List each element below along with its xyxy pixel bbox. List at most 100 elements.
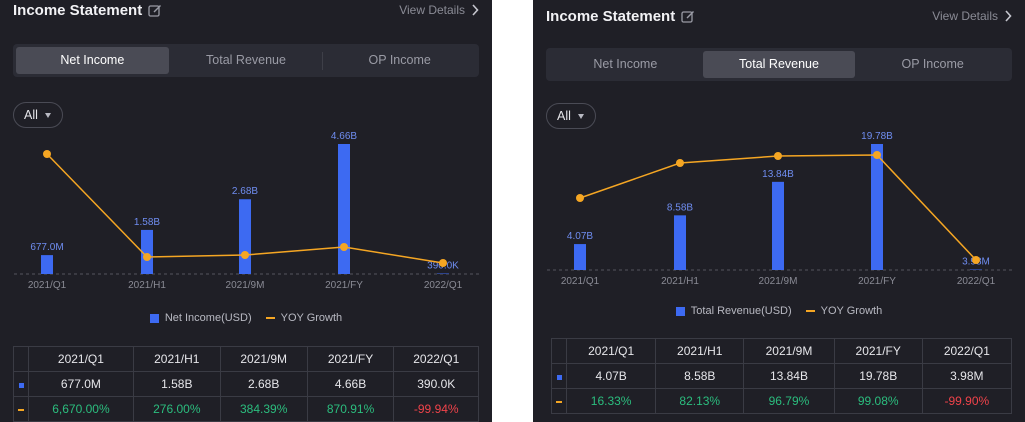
period-filter-dropdown[interactable]: All (13, 102, 63, 128)
x-tick-label: 2021/Q1 (561, 276, 600, 287)
x-tick-label: 2022/Q1 (424, 280, 463, 291)
chart-legend: Total Revenue(USD) YOY Growth (533, 303, 1025, 319)
view-details-link[interactable]: View Details (399, 3, 479, 17)
period-filter-value: All (557, 109, 571, 123)
bar-2022/Q1 (437, 273, 449, 274)
table-header-cell: 2021/H1 (655, 338, 745, 364)
table-header-cell: 2021/9M (743, 338, 835, 364)
table-cell: 96.79% (743, 388, 835, 414)
bar-2022/Q1 (970, 269, 982, 270)
caret-down-icon (577, 113, 584, 119)
bar-marker-icon (13, 371, 29, 397)
x-tick-label: 2021/H1 (661, 276, 699, 287)
legend-bar-swatch (675, 306, 685, 316)
bar-2021/Q1 (574, 244, 586, 270)
table-cell: 82.13% (655, 388, 745, 414)
panel-header: Income Statement View Details (546, 6, 1012, 30)
table-cell: 19.78B (833, 363, 923, 389)
edit-icon[interactable] (681, 10, 695, 24)
table-cell: 99.08% (833, 388, 923, 414)
yoy-point-2021/Q1 (576, 194, 584, 202)
x-tick-label: 2021/H1 (128, 280, 166, 291)
period-filter-dropdown[interactable]: All (546, 103, 596, 129)
table-cell: 13.84B (743, 363, 835, 389)
bar-data-label: 4.07B (567, 231, 593, 242)
table-corner (551, 338, 567, 364)
legend-item-bar[interactable]: Net Income(USD) (149, 312, 252, 324)
table-row-growth: 6,670.00% 276.00% 384.39% 870.91% -99.94… (13, 396, 479, 422)
table-cell: 677.0M (28, 371, 134, 397)
x-tick-label: 2021/FY (858, 276, 896, 287)
legend-item-bar[interactable]: Total Revenue(USD) (675, 305, 792, 317)
legend-item-line[interactable]: YOY Growth (265, 312, 342, 324)
yoy-point-2021/H1 (676, 159, 684, 167)
panel-title: Income Statement (13, 2, 143, 19)
edit-icon[interactable] (148, 4, 162, 18)
table-header-cell: 2022/Q1 (921, 338, 1013, 364)
table-header-cell: 2022/Q1 (393, 346, 479, 372)
chevron-right-icon (472, 4, 479, 16)
bar-2021/Q1 (41, 255, 53, 274)
legend-line-swatch (265, 317, 275, 319)
table-cell: 3.98M (921, 363, 1013, 389)
tab-op-income[interactable]: OP Income (368, 53, 431, 67)
bar-2021/9M (239, 199, 251, 274)
financial-data-table: 2021/Q1 2021/H1 2021/9M 2021/FY 2022/Q1 … (13, 346, 479, 422)
bar-data-label: 2.68B (232, 186, 258, 197)
bar-data-label: 13.84B (762, 169, 794, 180)
table-cell: 6,670.00% (28, 396, 134, 422)
bar-2021/9M (772, 181, 784, 270)
yoy-point-2022/Q1 (972, 256, 980, 264)
income-statement-panel-total-revenue: Income Statement View Details Net Income… (533, 0, 1025, 422)
view-details-label: View Details (932, 9, 998, 23)
view-details-label: View Details (399, 3, 465, 17)
tab-total-revenue[interactable]: Total Revenue (702, 51, 856, 78)
legend-item-line[interactable]: YOY Growth (805, 305, 882, 317)
tab-net-income[interactable]: Net Income (16, 47, 169, 74)
legend-bar-label: Total Revenue(USD) (690, 305, 792, 317)
tab-total-revenue[interactable]: Total Revenue (206, 53, 286, 67)
chart-legend: Net Income(USD) YOY Growth (0, 310, 492, 326)
table-cell: 16.33% (565, 388, 657, 414)
table-header-cell: 2021/FY (833, 338, 923, 364)
chart-svg: 4.07B8.58B13.84B19.78B3.98M2021/Q12021/H… (547, 131, 1013, 287)
yoy-point-2021/Q1 (43, 150, 51, 158)
bar-2021/FY (871, 144, 883, 270)
legend-bar-label: Net Income(USD) (164, 312, 252, 324)
period-filter-value: All (24, 108, 38, 122)
bar-data-label: 677.0M (30, 242, 63, 253)
x-tick-label: 2022/Q1 (957, 276, 996, 287)
yoy-point-2021/9M (241, 251, 249, 259)
table-cell: 384.39% (219, 396, 308, 422)
table-header-cell: 2021/H1 (132, 346, 221, 372)
financial-data-table: 2021/Q1 2021/H1 2021/9M 2021/FY 2022/Q1 … (551, 338, 1013, 414)
bar-data-label: 8.58B (667, 202, 693, 213)
bar-data-label: 19.78B (861, 131, 893, 142)
table-row-values: 4.07B 8.58B 13.84B 19.78B 3.98M (551, 363, 1013, 389)
tab-net-income[interactable]: Net Income (593, 57, 658, 71)
bar-2021/H1 (141, 229, 153, 274)
metric-tabs: Net Income Total Revenue OP Income (13, 44, 479, 77)
x-tick-label: 2021/9M (226, 280, 265, 291)
legend-bar-swatch (149, 313, 159, 323)
net-income-chart: 677.0M1.58B2.68B4.66B390.0K2021/Q12021/H… (0, 120, 492, 320)
table-header-cell: 2021/Q1 (28, 346, 134, 372)
table-cell: 8.58B (655, 363, 745, 389)
income-statement-panel-net-income: Income Statement View Details Net Income… (0, 0, 492, 422)
x-tick-label: 2021/FY (325, 280, 363, 291)
chart-svg: 677.0M1.58B2.68B4.66B390.0K2021/Q12021/H… (14, 131, 480, 291)
table-cell: 276.00% (132, 396, 221, 422)
tab-op-income[interactable]: OP Income (901, 57, 964, 71)
bar-2021/FY (338, 144, 350, 274)
view-details-link[interactable]: View Details (932, 9, 1012, 23)
table-header-cell: 2021/FY (306, 346, 395, 372)
table-cell: -99.90% (921, 388, 1013, 414)
line-marker-icon (13, 396, 29, 422)
table-cell: 870.91% (306, 396, 395, 422)
bar-data-label: 1.58B (134, 217, 160, 228)
x-tick-label: 2021/Q1 (28, 280, 67, 291)
table-header-cell: 2021/Q1 (565, 338, 657, 364)
line-marker-icon (551, 388, 567, 414)
table-cell: -99.94% (393, 396, 479, 422)
table-cell: 2.68B (219, 371, 308, 397)
